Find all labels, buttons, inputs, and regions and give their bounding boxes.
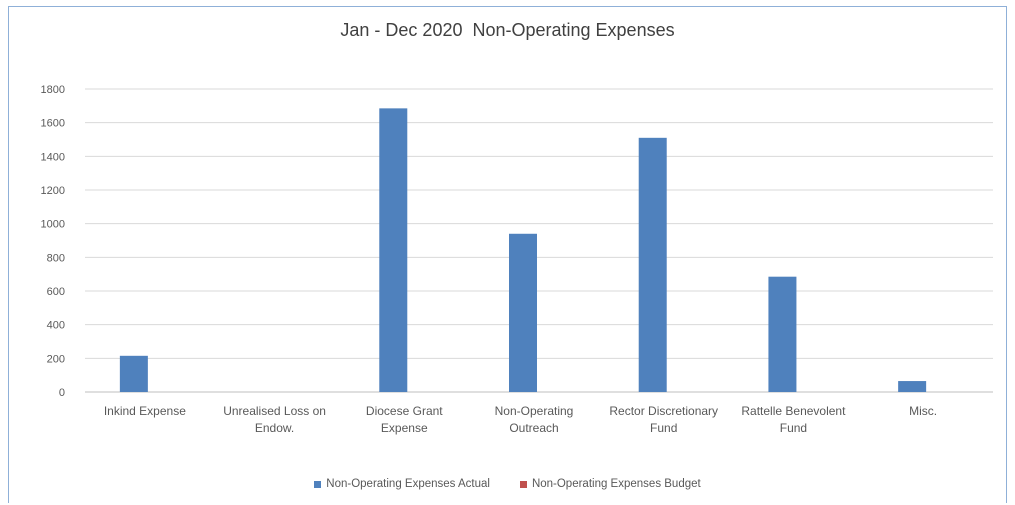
legend-item-budget: Non-Operating Expenses Budget	[519, 478, 701, 490]
bar-actual	[379, 108, 408, 392]
bar-actual	[768, 276, 797, 392]
bar-actual	[119, 355, 148, 392]
x-category-label: Fund	[650, 421, 677, 435]
x-category-label: Fund	[780, 421, 807, 435]
legend-label-actual: Non-Operating Expenses Actual	[326, 478, 490, 490]
x-category-label: Inkind Expense	[104, 404, 186, 418]
x-category-label: Unrealised Loss on	[223, 404, 326, 418]
y-tick-label: 400	[47, 320, 65, 332]
x-category-label: Rector Discretionary	[609, 404, 718, 418]
legend: Non-Operating Expenses Actual Non-Operat…	[0, 478, 1015, 490]
x-category-label: Misc.	[909, 404, 937, 418]
x-category-label: Outreach	[509, 421, 558, 435]
x-category-label: Expense	[381, 421, 428, 435]
bars	[119, 108, 927, 392]
x-category-label: Rattelle Benevolent	[741, 404, 846, 418]
legend-item-actual: Non-Operating Expenses Actual	[314, 478, 490, 490]
legend-swatch-budget	[519, 480, 527, 488]
y-tick-label: 600	[47, 286, 65, 298]
y-tick-label: 1400	[41, 151, 65, 163]
bar-actual	[509, 233, 537, 392]
bar-actual	[898, 381, 927, 392]
y-tick-label: 1000	[41, 219, 65, 231]
y-tick-label: 1800	[41, 84, 65, 96]
y-tick-label: 0	[59, 387, 65, 399]
bar-chart: 0 200 400 600 800 1000 1200 1400 1600 1800 Inkind…	[41, 84, 993, 435]
y-tick-label: 800	[47, 252, 65, 264]
gridlines	[85, 88, 993, 393]
legend-label-budget: Non-Operating Expenses Budget	[531, 478, 701, 490]
y-tick-label: 1200	[41, 185, 65, 197]
x-axis-labels: Inkind Expense Unrealised Loss on Endow. Di…	[104, 404, 937, 435]
bar-actual	[638, 137, 667, 392]
y-tick-label: 1600	[41, 118, 65, 130]
legend-swatch-actual	[314, 480, 322, 488]
y-tick-label: 200	[47, 353, 65, 365]
x-category-label: Endow.	[255, 421, 294, 435]
x-category-label: Non-Operating	[495, 404, 574, 418]
x-category-label: Diocese Grant	[366, 404, 443, 418]
chart-title: Jan - Dec 2020 Non-Operating Expenses	[340, 20, 675, 40]
y-axis-ticks: 0 200 400 600 800 1000 1200 1400 1600 1800	[41, 84, 65, 399]
